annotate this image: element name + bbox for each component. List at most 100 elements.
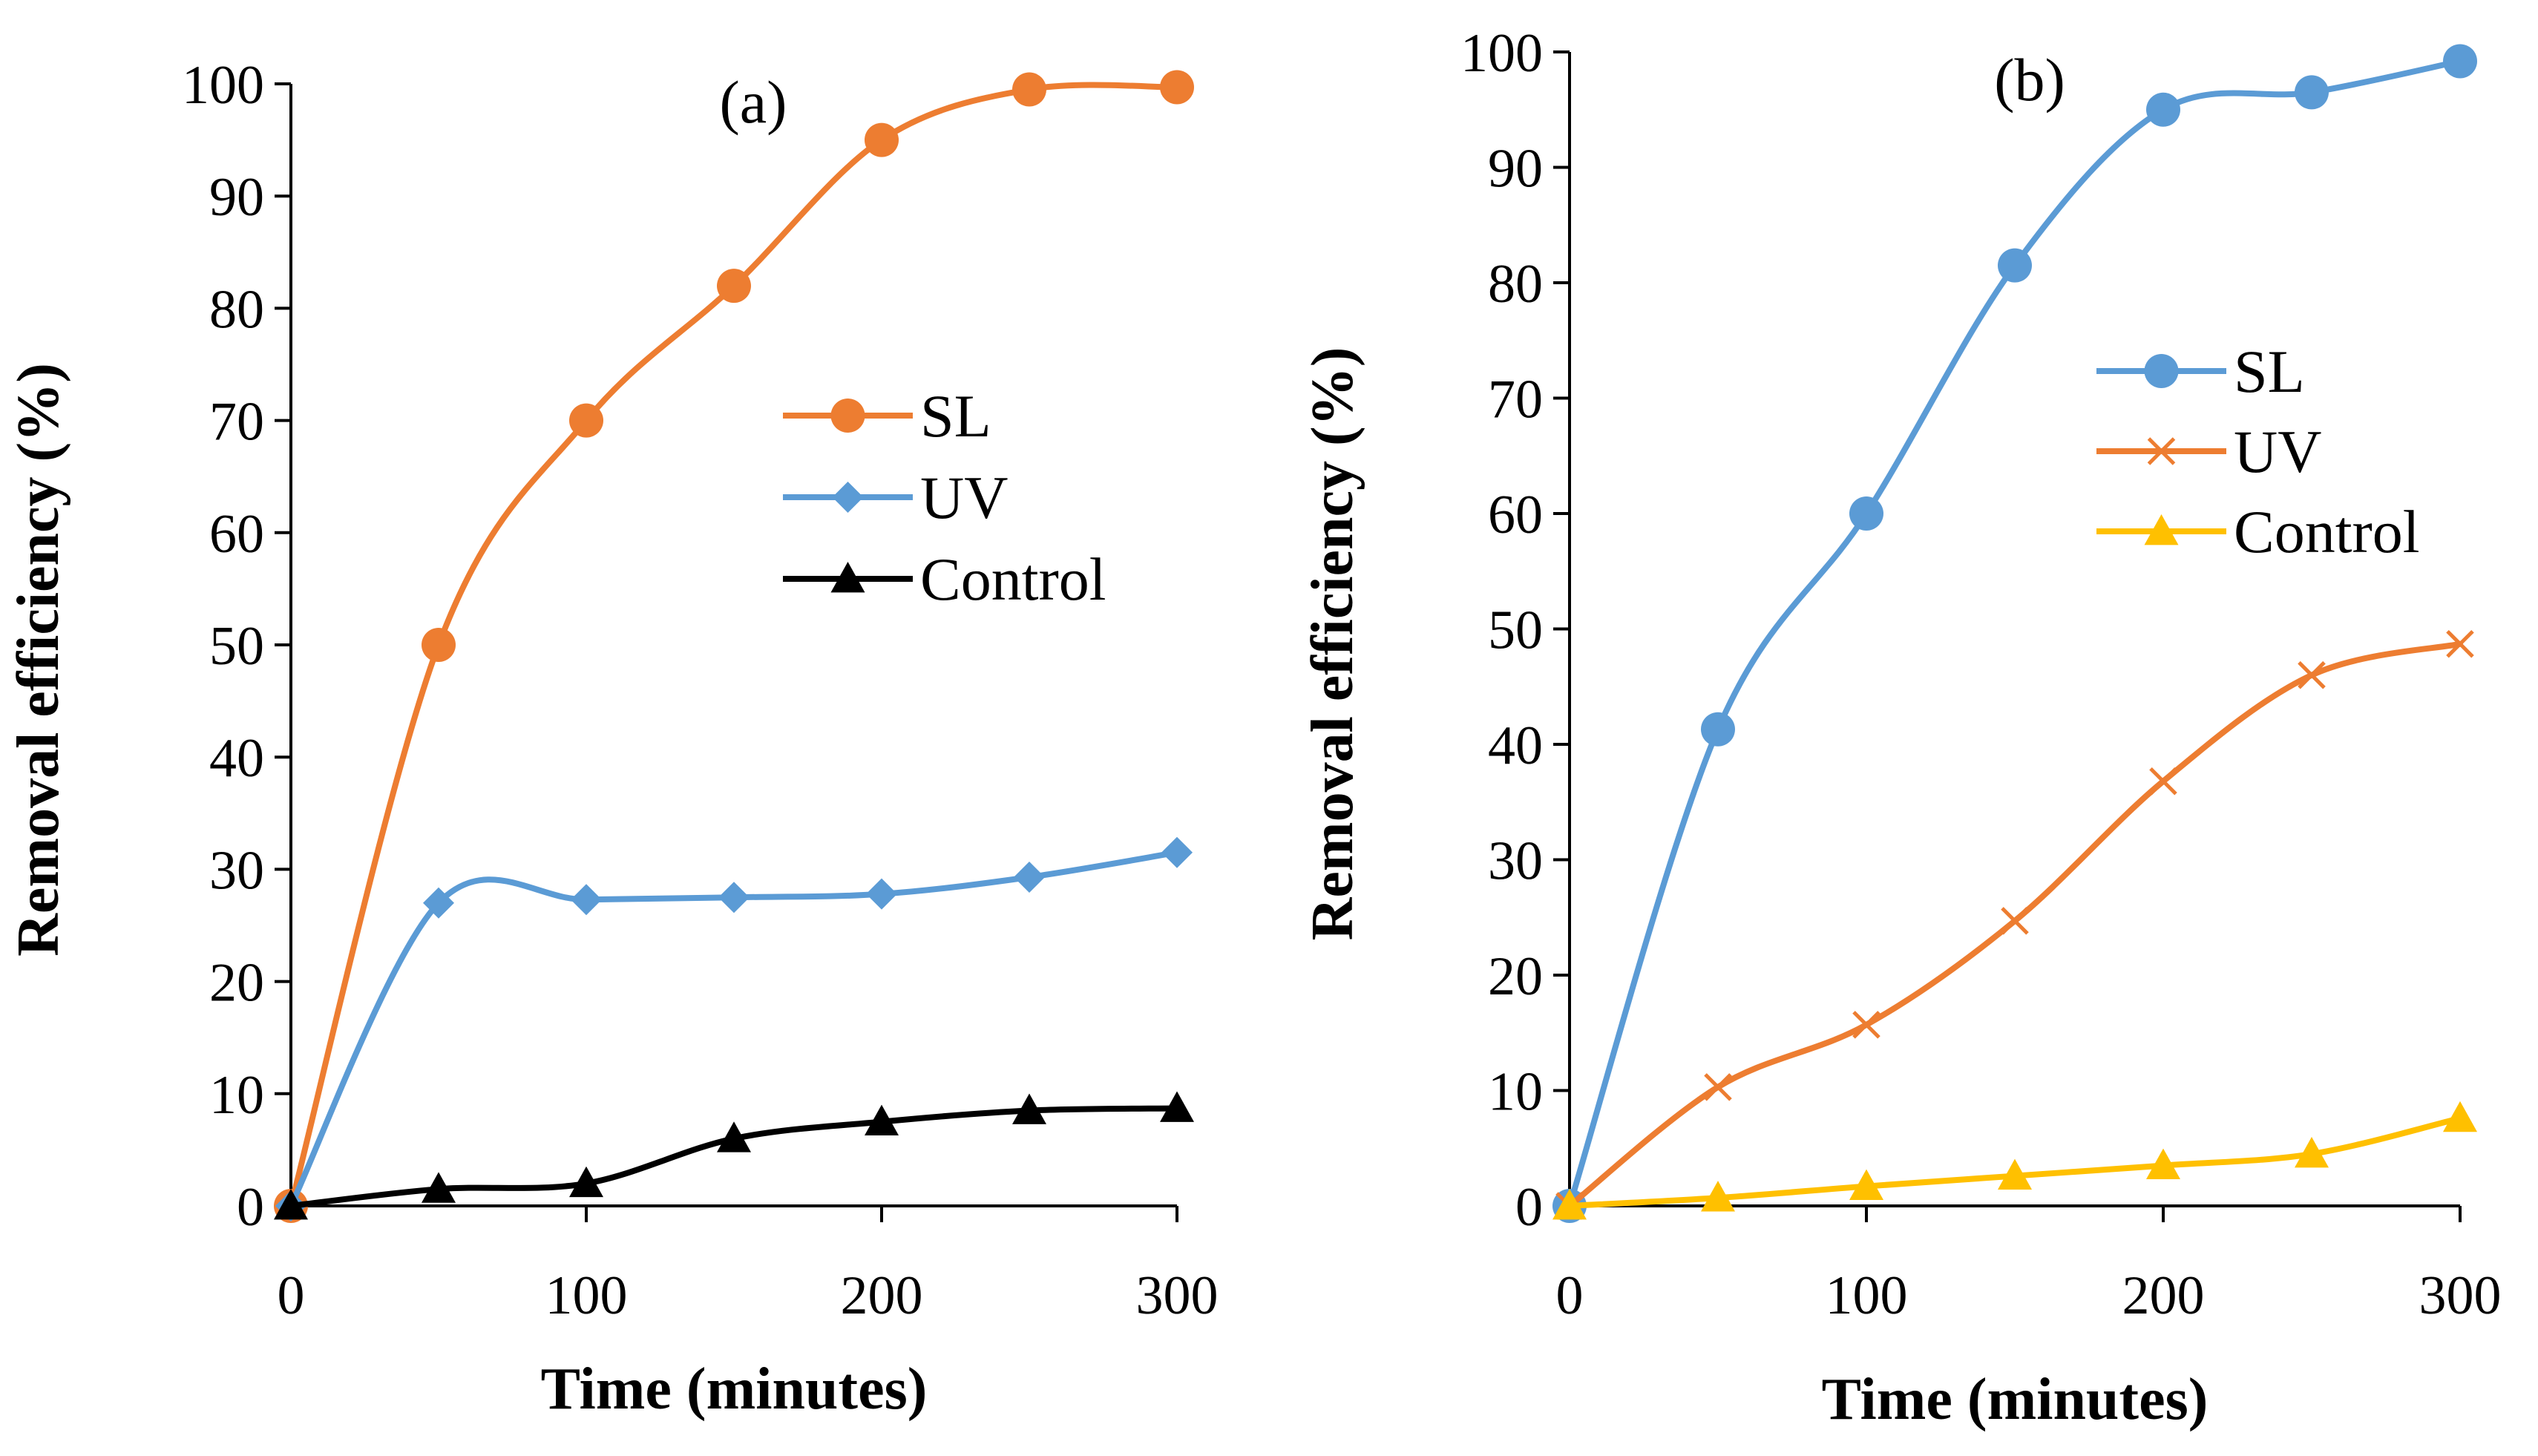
y-tick-label: 10 [1488,1062,1543,1123]
legend-item-sl: SL [2096,338,2305,405]
legend-marker [830,562,865,593]
data-point [717,1121,751,1152]
legend-item-uv: UV [2096,418,2321,485]
panel-label: (b) [1994,46,2065,114]
x-axis-title: Time (minutes) [1822,1367,2209,1432]
data-point [2446,629,2474,658]
data-point [866,878,897,910]
y-tick-label: 10 [209,1065,264,1126]
data-point [2443,1101,2477,1132]
y-tick-label: 70 [209,392,264,453]
data-point [1704,1073,1732,1101]
data-point [1012,72,1046,107]
data-point [2149,767,2177,796]
data-point [1849,496,1883,531]
data-point [718,882,750,914]
x-tick-label: 200 [2122,1265,2205,1326]
series-control [1552,1101,2477,1220]
x-axis-title: Time (minutes) [541,1357,928,1422]
y-tick-label: 70 [1488,370,1543,430]
data-point [569,403,603,438]
data-point [1701,1181,1735,1212]
y-tick-label: 60 [1488,485,1543,545]
legend-label: SL [920,382,991,450]
y-tick-label: 0 [1515,1177,1543,1238]
legend-marker [830,399,865,433]
data-point [2295,75,2329,110]
y-tick-label: 40 [209,728,264,789]
data-point [717,269,751,304]
y-tick-label: 30 [209,840,264,901]
data-point [1012,1093,1046,1124]
legend-label: UV [920,464,1008,531]
legend-label: Control [2234,498,2420,565]
legend-item-uv: UV [783,464,1008,531]
legend-label: SL [2234,338,2305,405]
series-uv [1555,629,2474,1220]
legend-marker [832,482,864,513]
y-tick-label: 20 [1488,946,1543,1007]
x-tick-label: 100 [545,1265,628,1326]
series-line [288,82,1180,1209]
data-point [1998,248,2032,283]
legend-marker [2144,514,2179,545]
data-point [2146,1148,2180,1179]
y-tick-label: 50 [209,616,264,677]
y-tick-label: 100 [1460,23,1543,84]
chart-b: 0 10 20 30 40 50 60 70 80 90 100 0 100 200 300 Time (mi… [1300,23,2502,1432]
y-tick-label: 90 [209,167,264,228]
legend-item-sl: SL [783,382,991,450]
legend-marker [2144,354,2179,388]
x-tick-label: 100 [1826,1265,1908,1326]
data-point [2443,44,2477,79]
data-point [571,884,602,916]
data-point [1160,70,1194,105]
y-tick-label: 0 [237,1177,264,1238]
data-point [1014,861,1045,893]
x-tick-label: 0 [1556,1265,1584,1326]
data-point [1849,1169,1883,1200]
data-point [423,887,454,919]
data-point [865,122,899,157]
y-axis-title: Removal efficiency (%) [6,363,71,957]
y-tick-label: 40 [1488,715,1543,776]
x-tick-label: 300 [2419,1265,2502,1326]
data-point [1852,1011,1880,1039]
series-sl [1552,44,2477,1223]
y-tick-label: 80 [1488,254,1543,315]
legend-item-control: Control [2096,498,2420,565]
y-tick-label: 50 [1488,600,1543,661]
y-tick-label: 60 [209,504,264,565]
data-point [422,1172,456,1203]
data-point [1552,1189,1587,1220]
panel-label: (a) [719,68,787,136]
data-point [2146,92,2180,127]
data-point [2001,907,2029,935]
y-tick-label: 30 [1488,831,1543,892]
legend-label: Control [920,545,1106,613]
y-tick-label: 100 [182,55,264,116]
series-uv [275,836,1193,1221]
series-line [1567,58,2463,1209]
x-tick-label: 300 [1136,1265,1219,1326]
legend-marker [2147,437,2176,465]
data-point [1998,1158,2032,1190]
data-point [274,1189,308,1220]
y-tick-label: 90 [1488,139,1543,200]
chart-a: 0 10 20 30 40 50 60 70 80 90 100 0 100 200 300 Time (mi… [6,55,1219,1422]
data-point [569,1166,603,1198]
y-tick-label: 20 [209,953,264,1014]
data-point [865,1104,899,1135]
y-axis-title: Removal efficiency (%) [1300,347,1365,941]
data-point [422,628,456,662]
data-point [1160,1091,1194,1122]
x-tick-label: 200 [841,1265,923,1326]
data-point [1161,836,1193,868]
legend-item-control: Control [783,545,1106,613]
data-point [2295,1137,2329,1168]
y-tick-label: 80 [209,279,264,340]
data-point [1701,712,1735,747]
series-control [274,1091,1194,1220]
x-tick-label: 0 [278,1265,305,1326]
